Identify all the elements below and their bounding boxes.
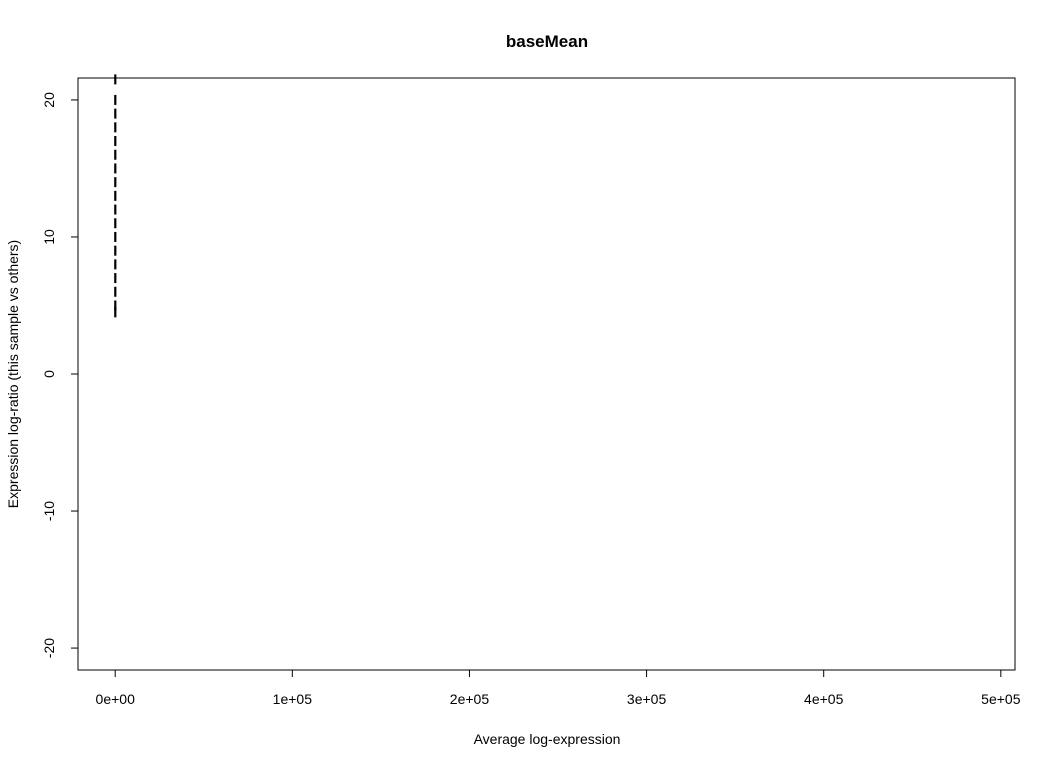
x-tick-label: 0e+00	[96, 691, 136, 707]
data-point	[114, 122, 117, 133]
data-point	[114, 231, 117, 242]
data-point	[114, 273, 117, 284]
y-tick-label: 0	[41, 370, 57, 378]
chart-title: baseMean	[506, 32, 588, 51]
data-point	[114, 218, 117, 229]
data-point	[114, 204, 117, 215]
data-point	[114, 94, 117, 105]
y-tick-label: -20	[41, 638, 57, 658]
data-point	[114, 177, 117, 188]
x-tick-label: 5e+05	[981, 691, 1021, 707]
plot-frame	[77, 77, 1016, 671]
data-point	[114, 149, 117, 160]
y-axis-label: Expression log-ratio (this sample vs oth…	[5, 240, 21, 508]
x-tick-label: 4e+05	[804, 691, 844, 707]
x-tick-label: 1e+05	[273, 691, 313, 707]
data-point	[114, 108, 117, 119]
data-points	[114, 74, 117, 318]
y-tick-label: 20	[41, 92, 57, 108]
data-point	[114, 259, 117, 270]
y-tick-label: -10	[41, 501, 57, 521]
x-tick-label: 2e+05	[450, 691, 490, 707]
data-point	[114, 307, 117, 318]
data-point	[114, 74, 117, 85]
data-point	[114, 300, 117, 311]
data-point	[114, 163, 117, 174]
x-axis: 0e+00 1e+05 2e+05 3e+05 4e+05 5e+05	[96, 669, 1021, 707]
y-tick-label: 10	[41, 229, 57, 245]
x-axis-label: Average log-expression	[474, 731, 621, 747]
x-tick-label: 3e+05	[627, 691, 667, 707]
data-point	[114, 190, 117, 201]
data-point	[114, 136, 117, 147]
data-point	[114, 245, 117, 256]
y-axis: -20 -10 0 10 20	[41, 92, 79, 658]
data-point	[114, 286, 117, 297]
